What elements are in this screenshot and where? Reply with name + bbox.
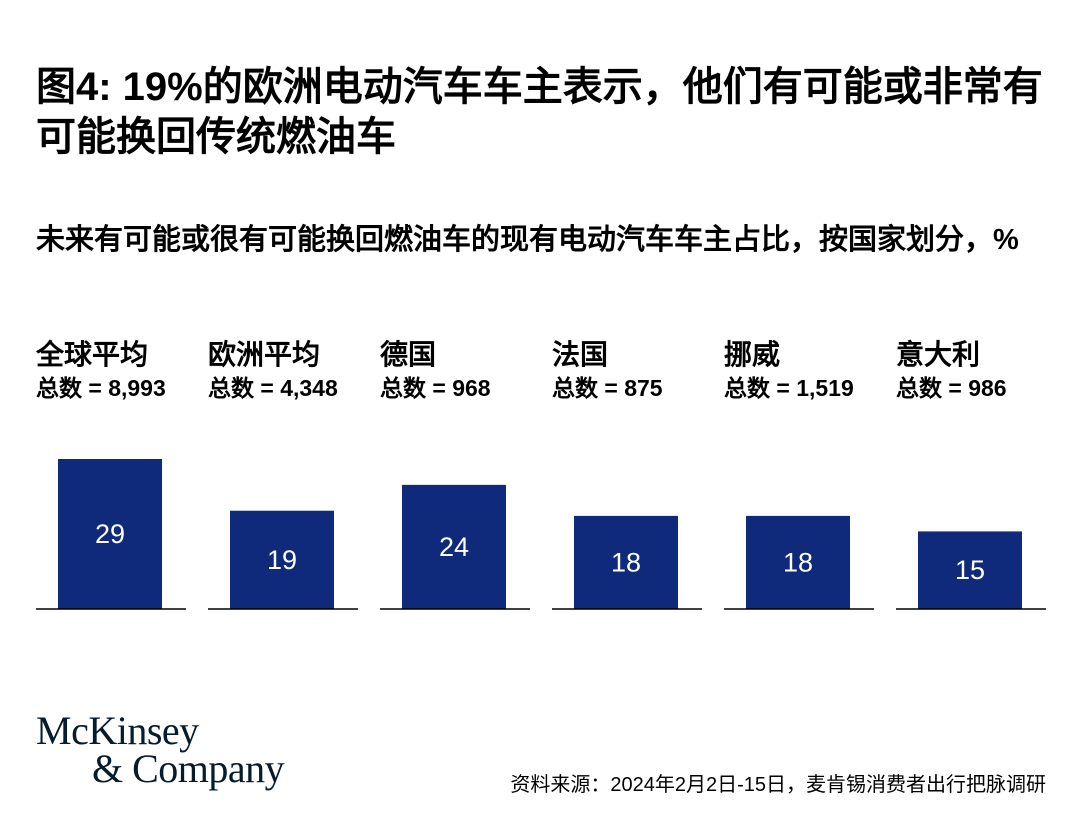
bar bbox=[918, 531, 1022, 609]
bar bbox=[746, 515, 850, 609]
mckinsey-logo: McKinsey & Company bbox=[36, 708, 285, 791]
bar-value-label: 15 bbox=[955, 555, 985, 585]
bar bbox=[230, 510, 334, 609]
category-label: 意大利 bbox=[896, 338, 980, 370]
logo-line-2: & Company bbox=[92, 746, 285, 791]
sample-size-label: 总数 = 986 bbox=[896, 375, 1007, 401]
bar-value-label: 18 bbox=[611, 547, 641, 577]
bar-value-label: 29 bbox=[95, 519, 125, 549]
bar-value-label: 24 bbox=[439, 532, 469, 562]
sample-size-label: 总数 = 1,519 bbox=[724, 375, 854, 401]
sample-size-label: 总数 = 4,348 bbox=[208, 375, 338, 401]
category-label: 全球平均 bbox=[35, 338, 148, 370]
sample-size-label: 总数 = 968 bbox=[380, 375, 491, 401]
sample-size-label: 总数 = 875 bbox=[552, 375, 663, 401]
sample-size-label: 总数 = 8,993 bbox=[36, 375, 166, 401]
chart-subtitle: 未来有可能或很有可能换回燃油车的现有电动汽车车主占比，按国家划分，% bbox=[36, 224, 1019, 256]
category-label: 法国 bbox=[552, 339, 608, 370]
chart-title: 图4: 19%的欧洲电动汽车车主表示，他们有可能或非常有可能换回传统燃油车 bbox=[36, 65, 1043, 159]
bar bbox=[58, 459, 162, 609]
category-label: 欧洲平均 bbox=[208, 339, 320, 370]
bar bbox=[402, 484, 506, 609]
category-label: 德国 bbox=[380, 339, 436, 370]
bar-value-label: 18 bbox=[783, 547, 813, 577]
source-note: 资料来源：2024年2月2日-15日，麦肯锡消费者出行把脉调研 bbox=[510, 774, 1046, 796]
logo-line-1: McKinsey bbox=[36, 708, 199, 753]
category-label: 挪威 bbox=[724, 339, 780, 370]
bar-value-label: 19 bbox=[267, 545, 297, 575]
bar bbox=[574, 515, 678, 609]
